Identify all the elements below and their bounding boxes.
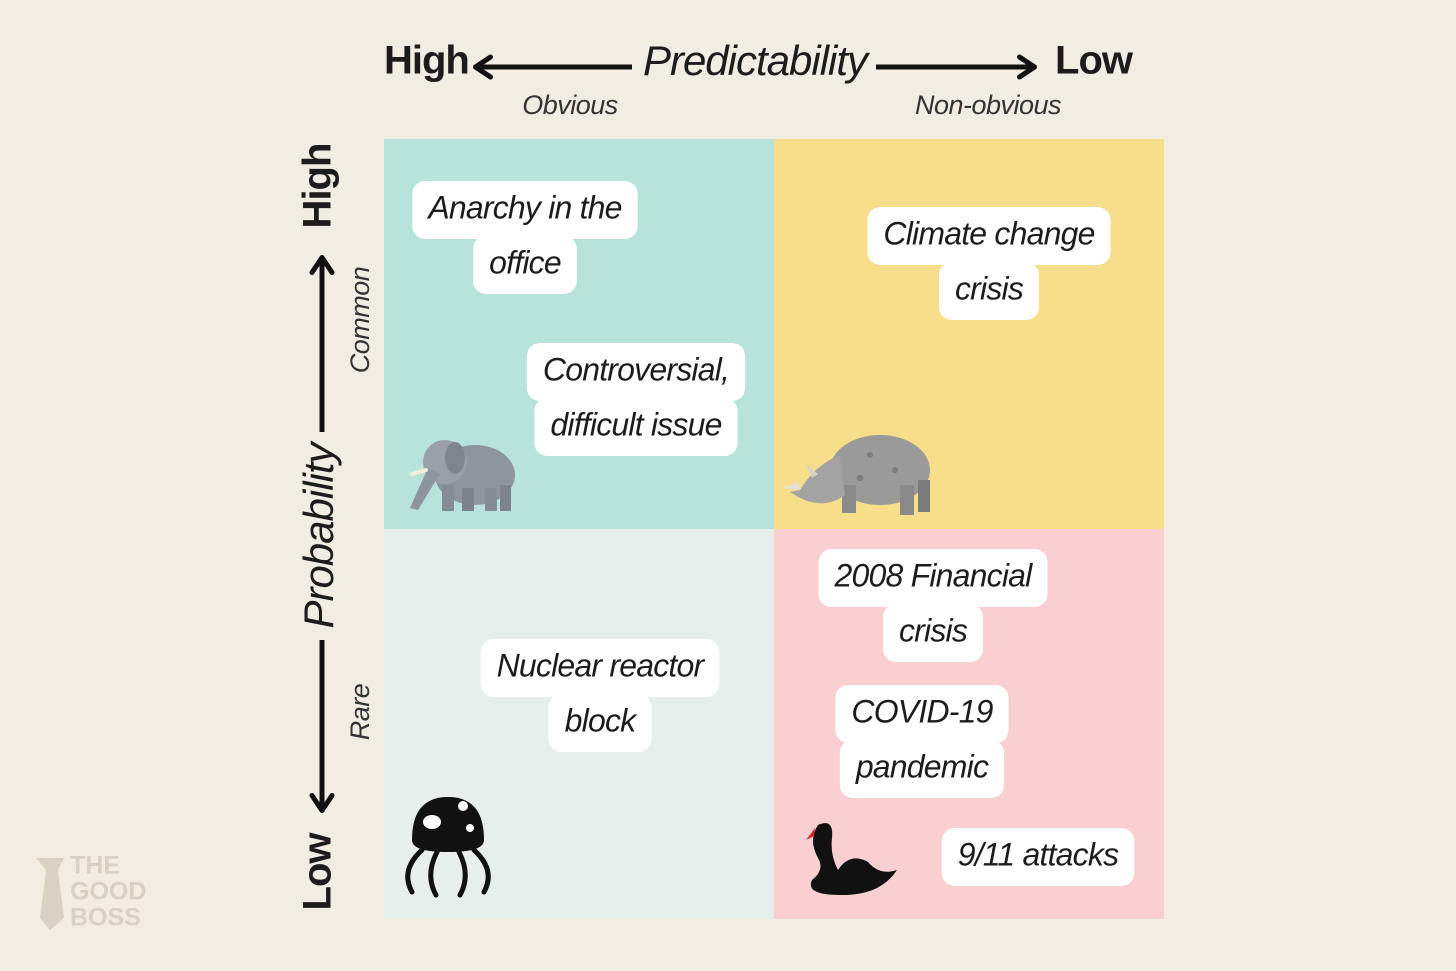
label-backgrounds	[480, 639, 720, 752]
logo-line: GOOD	[70, 878, 146, 906]
label-line: Climate change	[883, 215, 1094, 251]
y-axis-low: Low	[296, 832, 340, 911]
label-background	[526, 343, 746, 401]
label-background	[835, 685, 1009, 743]
label-line: crisis	[955, 270, 1024, 306]
x-axis-low: Low	[1055, 39, 1134, 83]
label-background	[412, 181, 638, 239]
rhino-icon	[782, 435, 930, 515]
label-line: crisis	[899, 612, 968, 648]
label-box: 2008 Financial crisis	[818, 549, 1048, 662]
logo-line: BOSS	[70, 904, 141, 932]
y-axis-top-note: Common	[345, 267, 375, 374]
x-axis-left-note: Obvious	[522, 90, 618, 120]
label-line: Nuclear reactor	[497, 647, 706, 683]
label-backgrounds	[867, 207, 1111, 320]
label-background	[473, 236, 577, 294]
label-background	[534, 398, 738, 456]
x-axis-right-note: Non-obvious	[915, 90, 1061, 120]
label-backgrounds	[818, 549, 1048, 662]
label-background	[867, 207, 1111, 265]
label-background	[839, 740, 1005, 798]
swan-icon	[806, 823, 897, 896]
label-line: difficult issue	[550, 406, 721, 442]
logo-tie	[36, 858, 64, 930]
label-line: Anarchy in the	[426, 189, 621, 225]
label-backgrounds	[835, 685, 1009, 798]
label-box: Controversial, difficult issue	[526, 343, 746, 456]
y-axis-high: High	[296, 144, 340, 229]
label-background	[480, 639, 720, 697]
label-background	[818, 549, 1048, 607]
label-backgrounds	[941, 828, 1135, 886]
label-line: 2008 Financial	[834, 557, 1034, 593]
label-backgrounds	[526, 343, 746, 456]
label-box: COVID-19 pandemic	[835, 685, 1009, 798]
y-axis-title: Probability	[295, 439, 342, 628]
label-background	[938, 262, 1040, 320]
label-box: 9/11 attacks	[941, 828, 1135, 886]
label-line: block	[565, 702, 639, 738]
label-line: pandemic	[855, 748, 989, 784]
elephant-icon	[410, 440, 515, 511]
label-box: Nuclear reactor block	[480, 639, 720, 752]
jellyfish-icon	[405, 797, 491, 898]
label-line: Controversial,	[543, 351, 729, 387]
x-axis-high: High	[384, 39, 469, 83]
label-box: Climate change crisis	[867, 207, 1111, 320]
label-background	[882, 604, 984, 662]
label-line: 9/11 attacks	[958, 836, 1119, 872]
y-axis-bottom-note: Rare	[345, 683, 375, 740]
label-box: Anarchy in the office	[412, 181, 638, 294]
label-line: office	[489, 244, 561, 280]
logo-line: THE	[70, 852, 120, 880]
label-line: COVID-19	[851, 693, 993, 729]
x-axis-title: Predictability	[643, 37, 871, 84]
label-background	[941, 828, 1135, 886]
label-background	[548, 694, 652, 752]
label-backgrounds	[412, 181, 638, 294]
